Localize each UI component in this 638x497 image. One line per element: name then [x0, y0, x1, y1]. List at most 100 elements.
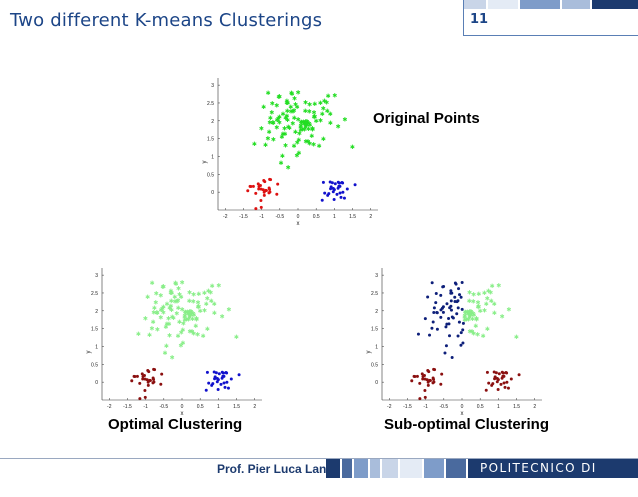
y-tick-label: 1.5 — [371, 327, 378, 333]
scatter-point-top-left — [449, 291, 453, 295]
scatter-point-top: ✱ — [172, 294, 177, 301]
y-tick-label: 2.5 — [91, 291, 98, 297]
scatter-point-bottom — [487, 381, 491, 385]
scatter-point-left — [257, 187, 261, 191]
x-tick-label: 0 — [181, 404, 184, 410]
scatter-point-bottom — [428, 378, 432, 382]
x-tick-label: -0.5 — [276, 214, 285, 220]
scatter-point-top-left — [416, 332, 420, 336]
scatter-point-top: ✱ — [170, 314, 175, 321]
scatter-point-top: ✱ — [307, 140, 312, 147]
y-axis-label: y — [202, 161, 208, 164]
scatter-point-top: ✱ — [171, 315, 176, 322]
scatter-point-left — [268, 190, 272, 194]
scatter-point-top: ✱ — [294, 152, 299, 159]
footer-deco-block-3 — [354, 459, 368, 478]
scatter-point-top-right: ✱ — [492, 301, 497, 308]
scatter-point-top-left — [423, 317, 427, 321]
scatter-point-top-left — [434, 301, 438, 305]
scatter-point-top: ✱ — [158, 314, 163, 321]
scatter-point-top: ✱ — [180, 306, 185, 313]
x-tick-label: 1 — [333, 214, 336, 220]
scatter-point-top: ✱ — [167, 333, 172, 340]
scatter-point-bottom — [502, 381, 506, 385]
scatter-point-top: ✱ — [166, 321, 171, 328]
scatter-point-top: ✱ — [151, 319, 156, 326]
scatter-point-top: ✱ — [182, 314, 187, 321]
scatter-point-top-left — [449, 308, 453, 312]
scatter-point-top-left — [454, 282, 458, 286]
scatter-point-top-left — [458, 293, 462, 297]
scatter-point-right — [216, 388, 220, 392]
x-tick-label: -1 — [259, 214, 264, 220]
scatter-point-top: ✱ — [321, 105, 326, 112]
scatter-point-top: ✱ — [342, 117, 347, 124]
scatter-point-top: ✱ — [152, 305, 157, 312]
scatter-point-top-right: ✱ — [471, 312, 476, 319]
scatter-point-top: ✱ — [280, 153, 285, 160]
scatter-point-left — [138, 381, 142, 385]
x-tick-label: -1 — [423, 404, 428, 410]
scatter-point-top-left — [456, 306, 460, 310]
scatter-point-right — [237, 373, 241, 377]
scatter-point-top: ✱ — [194, 317, 199, 324]
scatter-point-left — [248, 184, 252, 188]
scatter-point-top-left — [435, 311, 439, 315]
scatter-point-top: ✱ — [150, 280, 155, 287]
scatter-original-points: -2 -1.5 -1 -0.5 0 0.5 1 1.5 2 0 0.5 1 1.5 2 2.5 3 x y ✱ ✱ ✱ ✱… — [200, 72, 378, 232]
scatter-point-top: ✱ — [167, 305, 172, 312]
scatter-point-top: ✱ — [189, 328, 194, 335]
scatter-point-left — [251, 184, 255, 188]
scatter-point-top-left — [449, 289, 453, 293]
scatter-point-top: ✱ — [276, 115, 281, 122]
scatter-point-top: ✱ — [299, 119, 304, 126]
scatter-point-top: ✱ — [318, 100, 323, 107]
scatter-point-top: ✱ — [303, 118, 308, 125]
scatter-point-top: ✱ — [280, 131, 285, 138]
scatter-point-top: ✱ — [286, 124, 291, 131]
scatter-point-top: ✱ — [274, 124, 279, 131]
scatter-point-bottom — [495, 380, 499, 384]
scatter-point-top-left — [456, 299, 460, 303]
scatter-point-top-right: ✱ — [485, 326, 490, 333]
scatter-point-top-right: ✱ — [506, 307, 511, 314]
scatter-point-right — [321, 180, 325, 184]
scatter-point-left — [259, 199, 263, 203]
scatter-point-top: ✱ — [179, 330, 184, 337]
scatter-point-top: ✱ — [296, 137, 301, 144]
scatter-point-top: ✱ — [188, 309, 193, 316]
scatter-point-top: ✱ — [191, 330, 196, 337]
x-tick-label: 1 — [497, 404, 500, 410]
scatter-point-top: ✱ — [163, 324, 168, 331]
scatter-point-top-left — [444, 325, 448, 329]
scatter-point-top-left — [459, 295, 463, 299]
scatter-point-top: ✱ — [155, 310, 160, 317]
scatter-point-top: ✱ — [312, 114, 317, 121]
x-tick-label: 2 — [369, 214, 372, 220]
header-deco-block-5 — [592, 0, 638, 9]
scatter-point-top: ✱ — [268, 115, 273, 122]
scatter-point-top: ✱ — [180, 279, 185, 286]
scatter-point-top-right: ✱ — [468, 311, 473, 318]
scatter-point-top: ✱ — [212, 301, 217, 308]
scatter-point-top: ✱ — [292, 96, 297, 103]
scatter-point-right — [331, 187, 335, 191]
scatter-point-top: ✱ — [164, 321, 169, 328]
scatter-point-left — [153, 368, 157, 372]
scatter-point-right — [223, 385, 227, 389]
scatter-point-top: ✱ — [305, 138, 310, 145]
scatter-point-right — [353, 183, 357, 187]
scatter-point-right — [342, 196, 346, 200]
scatter-point-right — [341, 190, 345, 194]
scatter-point-top-left — [432, 306, 436, 310]
y-tick-label: 3 — [375, 273, 378, 279]
x-axis-label: x — [461, 411, 464, 417]
scatter-point-top-right: ✱ — [475, 332, 480, 339]
scatter-point-top: ✱ — [187, 314, 192, 321]
scatter-point-top: ✱ — [274, 102, 279, 109]
scatter-point-top: ✱ — [187, 308, 192, 315]
scatter-point-top-right: ✱ — [469, 310, 474, 317]
scatter-point-left — [259, 205, 263, 209]
footer-divider — [0, 458, 638, 459]
y-tick-label: 0 — [375, 380, 378, 386]
